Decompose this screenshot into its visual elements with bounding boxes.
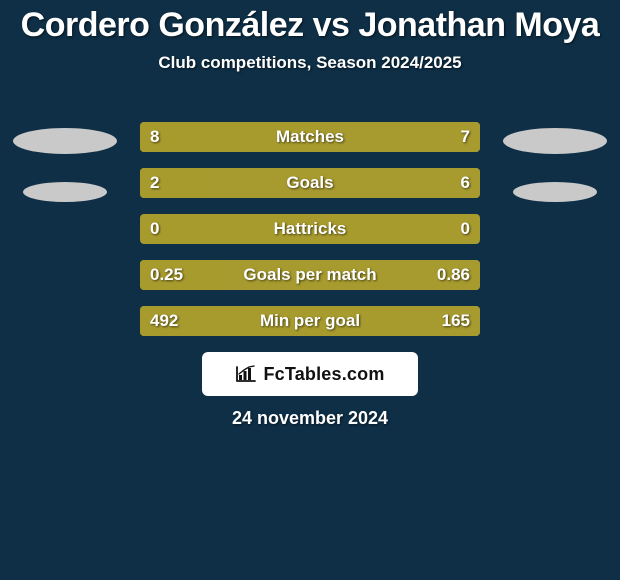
- subtitle: Club competitions, Season 2024/2025: [0, 53, 620, 73]
- title-player1: Cordero González: [21, 6, 304, 44]
- stat-value-left: 492: [150, 306, 178, 336]
- chart-icon: [235, 365, 257, 383]
- stat-label: Min per goal: [140, 306, 480, 336]
- stat-value-left: 0: [150, 214, 159, 244]
- title-vs: vs: [313, 6, 350, 44]
- stat-label: Hattricks: [140, 214, 480, 244]
- stat-value-left: 8: [150, 122, 159, 152]
- stat-row: Min per goal492 165: [140, 306, 480, 336]
- player-right-shadow1: [503, 128, 607, 154]
- player-right-shadow2: [513, 182, 597, 202]
- stat-value-left: 0.25: [150, 260, 183, 290]
- stat-label: Matches: [140, 122, 480, 152]
- date-text: 24 november 2024: [0, 408, 620, 429]
- stat-row: Goals2 6: [140, 168, 480, 198]
- canvas: Cordero González vs Jonathan Moya Club c…: [0, 0, 620, 580]
- stat-value-right: 0: [461, 214, 470, 244]
- brand-badge: FcTables.com: [202, 352, 418, 396]
- player-right: [490, 110, 620, 340]
- page-title: Cordero González vs Jonathan Moya: [0, 0, 620, 45]
- stat-value-left: 2: [150, 168, 159, 198]
- player-left-shadow1: [13, 128, 117, 154]
- stat-value-right: 7: [461, 122, 470, 152]
- stat-row: Goals per match0.25 0.86: [140, 260, 480, 290]
- stat-label: Goals: [140, 168, 480, 198]
- player-left-shadow2: [23, 182, 107, 202]
- stat-value-right: 6: [461, 168, 470, 198]
- stat-label: Goals per match: [140, 260, 480, 290]
- stat-row: Matches8 7: [140, 122, 480, 152]
- stat-value-right: 165: [442, 306, 470, 336]
- player-left: [0, 110, 130, 340]
- stat-value-right: 0.86: [437, 260, 470, 290]
- title-player2: Jonathan Moya: [358, 6, 599, 44]
- comparison-rows: Matches8 7 Goals2 6 Hattricks0 0 Goals per mat…: [140, 122, 480, 352]
- brand-text: FcTables.com: [263, 364, 384, 385]
- stat-row: Hattricks0 0: [140, 214, 480, 244]
